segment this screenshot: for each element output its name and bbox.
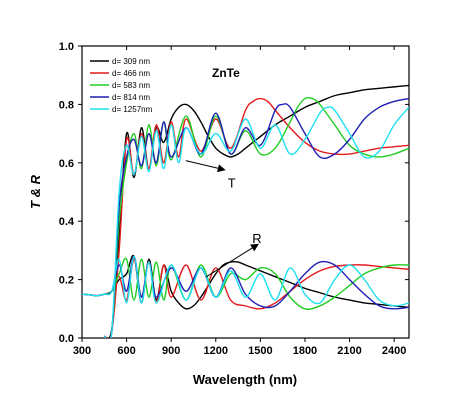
legend-label: d= 583 nm — [112, 81, 150, 90]
y-tick-label: 0.4 — [59, 216, 75, 228]
y-axis-label: T & R — [28, 174, 43, 209]
annotation-layer: TR — [185, 160, 262, 278]
legend-label: d= 1257nm — [112, 105, 153, 114]
x-tick-label: 2400 — [382, 345, 406, 357]
legend-label: d= 466 nm — [112, 69, 150, 78]
series-line-reflection-2 — [82, 257, 409, 310]
x-tick-label: 900 — [162, 345, 180, 357]
legend: d= 309 nm d= 466 nm d= 583 nm d= 814 nm d= 1… — [90, 57, 153, 114]
annotation-label-r: R — [252, 231, 261, 246]
plot-frame — [81, 45, 410, 339]
x-tick-label: 1800 — [293, 345, 317, 357]
legend-label: d= 309 nm — [112, 57, 150, 66]
x-tick-label: 1500 — [248, 345, 272, 357]
x-tick-label: 1200 — [204, 345, 228, 357]
y-tick-label: 0.6 — [59, 158, 74, 170]
annotation-label-t: T — [228, 176, 236, 191]
x-axis-label: Wavelength (nm) — [193, 372, 297, 387]
x-tick-label: 600 — [117, 345, 135, 357]
series-line-transmission-4 — [103, 106, 409, 338]
y-tick-label: 1.0 — [59, 41, 74, 53]
annotation-arrow-t — [185, 160, 226, 173]
chart-title: ZnTe — [212, 66, 240, 80]
axes-layer: 300 600 900 1200 1500 1800 2100 2400 0.0 0.2 0.4 0.… — [59, 41, 409, 357]
series-line-transmission-3 — [103, 97, 409, 338]
series-line-reflection-4 — [82, 255, 409, 307]
x-tick-label: 300 — [73, 345, 91, 357]
legend-label: d= 814 nm — [112, 93, 150, 102]
annotation-arrow-r — [205, 243, 259, 278]
series-layer — [82, 84, 409, 338]
y-tick-label: 0.2 — [59, 275, 74, 287]
x-tick-label: 2100 — [337, 345, 361, 357]
y-tick-label: 0.0 — [59, 333, 74, 345]
y-tick-label: 0.8 — [59, 99, 74, 111]
series-line-transmission-0 — [103, 84, 409, 338]
